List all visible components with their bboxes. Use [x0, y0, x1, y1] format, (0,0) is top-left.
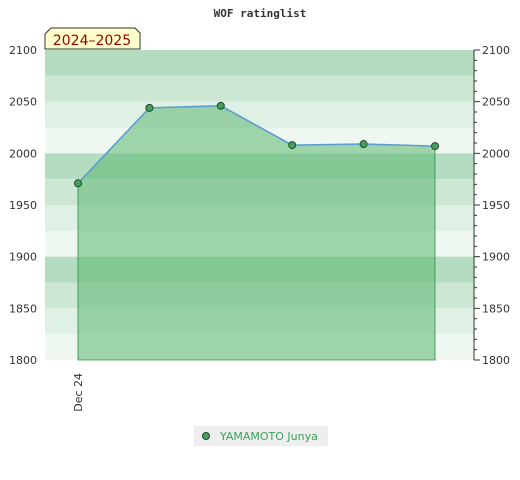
- season-badge: 2024–2025: [44, 27, 141, 50]
- y-tick-label-right: 1950: [482, 199, 510, 212]
- data-point[interactable]: [431, 142, 439, 151]
- data-point[interactable]: [288, 141, 297, 150]
- x-axis: Dec 24: [72, 373, 85, 412]
- x-tick-label: Dec 24: [72, 373, 85, 412]
- legend[interactable]: YAMAMOTO Junya: [194, 426, 328, 446]
- y-tick-label-left: 2000: [9, 147, 37, 160]
- data-point[interactable]: [359, 140, 368, 149]
- y-tick-label-right: 2050: [482, 96, 510, 109]
- grid-band: [45, 75, 474, 102]
- y-axis-left: 1800 1850 1900 1950 2000 2050 2100: [9, 44, 37, 367]
- y-tick-label-left: 1900: [9, 251, 37, 264]
- y-tick-label-right: 1900: [482, 251, 510, 264]
- data-point[interactable]: [145, 103, 154, 112]
- y-tick-label-left: 1950: [9, 199, 37, 212]
- y-tick-label-right: 1850: [482, 302, 510, 315]
- y-tick-label-left: 2050: [9, 96, 37, 109]
- data-point[interactable]: [216, 101, 225, 110]
- y-tick-label-right: 1800: [482, 354, 510, 367]
- plot-area: [74, 101, 439, 361]
- y-axis-right: 1800 1850 1900 1950 2000 2050 2100: [473, 44, 510, 367]
- y-tick-label-right: 2100: [482, 44, 510, 57]
- y-tick-label-left: 1850: [9, 302, 37, 315]
- chart-title: WOF ratinglist: [214, 7, 307, 20]
- y-tick-label-left: 1800: [9, 354, 37, 367]
- grid-band: [45, 50, 474, 76]
- y-tick-label-left: 2100: [9, 44, 37, 57]
- legend-marker: [202, 432, 210, 440]
- data-point[interactable]: [74, 179, 82, 188]
- legend-series-name: YAMAMOTO Junya: [220, 429, 318, 443]
- y-tick-label-right: 2000: [482, 147, 510, 160]
- grid-band: [45, 101, 474, 128]
- series-line: [77, 105, 436, 184]
- season-label: 2024–2025: [53, 33, 131, 49]
